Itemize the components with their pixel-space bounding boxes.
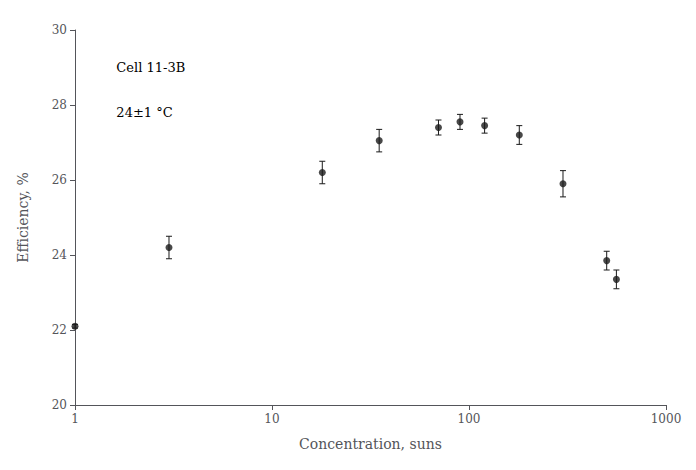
svg-text:24±1 °C: 24±1 °C — [116, 105, 172, 120]
svg-text:Efficiency, %: Efficiency, % — [15, 172, 31, 262]
svg-text:24: 24 — [52, 248, 68, 262]
svg-text:10: 10 — [264, 412, 279, 426]
svg-text:30: 30 — [52, 23, 67, 37]
svg-text:1000: 1000 — [651, 412, 682, 426]
svg-text:Cell 11-3B: Cell 11-3B — [116, 60, 185, 75]
svg-text:Concentration, suns: Concentration, suns — [299, 436, 442, 452]
svg-text:100: 100 — [458, 412, 481, 426]
svg-text:20: 20 — [52, 398, 67, 412]
svg-text:1: 1 — [71, 412, 79, 426]
svg-text:28: 28 — [52, 98, 67, 112]
svg-text:22: 22 — [52, 323, 67, 337]
svg-text:26: 26 — [52, 173, 67, 187]
